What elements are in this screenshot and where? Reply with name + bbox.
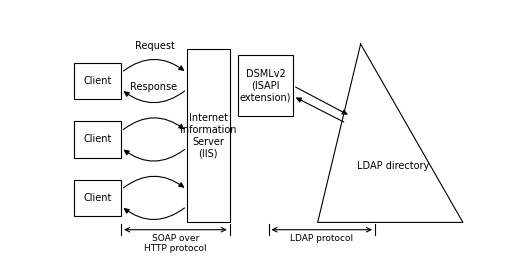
Text: Request: Request (135, 41, 175, 51)
Text: Response: Response (129, 82, 177, 92)
Text: Client: Client (83, 193, 112, 203)
Text: SOAP over
HTTP protocol: SOAP over HTTP protocol (144, 234, 207, 253)
Text: LDAP directory: LDAP directory (357, 161, 429, 171)
Text: Client: Client (83, 134, 112, 144)
Text: DSMLv2
(ISAPI
extension): DSMLv2 (ISAPI extension) (240, 69, 291, 102)
Bar (238, 56, 293, 116)
Text: Client: Client (83, 76, 112, 86)
Bar (74, 180, 121, 216)
Text: LDAP protocol: LDAP protocol (290, 234, 353, 243)
Bar (74, 63, 121, 99)
Bar (74, 121, 121, 158)
Text: Internet
Information
Server
(IIS): Internet Information Server (IIS) (180, 113, 237, 158)
Bar (187, 49, 230, 222)
